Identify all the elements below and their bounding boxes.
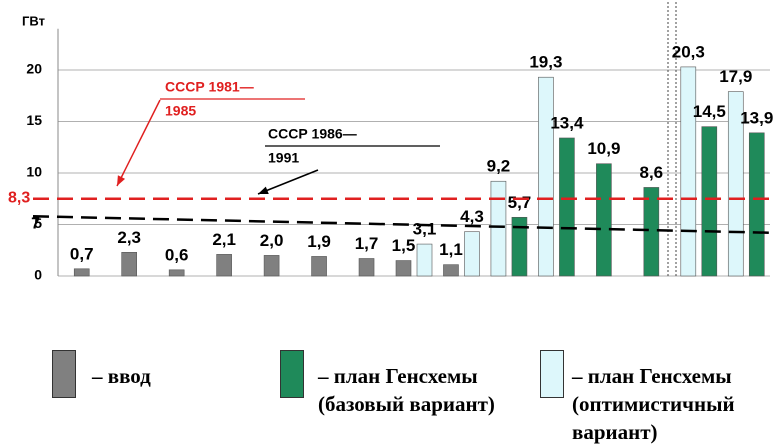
bar xyxy=(680,66,697,277)
annotation: 1991 xyxy=(268,150,299,166)
y-tick-label: 5 xyxy=(34,215,42,231)
y-tick-label: 20 xyxy=(26,61,42,77)
value-label: 10,9 xyxy=(587,139,620,158)
legend-text: план Генсхемы (базовый вариант) xyxy=(318,364,495,416)
value-label: 0,7 xyxy=(70,244,94,263)
value-label: 17,9 xyxy=(719,67,752,86)
bar xyxy=(596,163,612,277)
value-label: 3,1 xyxy=(413,220,437,239)
value-label: 13,9 xyxy=(740,108,773,127)
value-label: 1,1 xyxy=(439,240,463,259)
bar xyxy=(443,264,459,277)
legend-swatch xyxy=(52,350,76,398)
value-label: 1,5 xyxy=(392,236,416,255)
y-tick-label: 0 xyxy=(34,267,42,283)
legend-text: ввод xyxy=(107,364,151,388)
legend-label: – план Генсхемы (базовый вариант) xyxy=(318,364,495,416)
bar xyxy=(727,91,744,277)
value-label: 2,0 xyxy=(260,231,284,250)
value-label: 5,7 xyxy=(508,193,532,212)
value-label: 8,6 xyxy=(640,163,664,182)
value-label: 0,6 xyxy=(165,245,189,264)
reference-value: 7 xyxy=(31,216,40,233)
arrow-head xyxy=(117,175,126,186)
bar xyxy=(73,268,90,277)
bar xyxy=(358,258,375,277)
y-tick-label: 15 xyxy=(26,112,42,128)
bar xyxy=(701,126,718,277)
legend-label: – ввод xyxy=(92,364,151,388)
bar xyxy=(311,256,327,277)
value-label: 2,3 xyxy=(117,228,141,247)
legend-label: – план Генсхемы (оптимистичный вариант) xyxy=(572,364,735,444)
bar xyxy=(121,252,137,277)
value-label: 4,3 xyxy=(460,207,484,226)
value-label: 14,5 xyxy=(693,102,726,121)
bar xyxy=(643,187,660,277)
value-label: 1,9 xyxy=(307,232,331,251)
arrow-head xyxy=(258,186,269,194)
bar xyxy=(464,231,480,277)
annotation-arrow xyxy=(257,169,319,195)
reference-line xyxy=(32,215,771,234)
bar xyxy=(538,76,554,277)
value-label: 13,4 xyxy=(550,113,584,132)
bar xyxy=(395,260,412,277)
bar xyxy=(216,254,232,277)
bar xyxy=(416,243,433,277)
value-label: 19,3 xyxy=(529,53,562,72)
bar xyxy=(511,216,528,277)
legend-text: план Генсхемы (оптимистичный вариант) xyxy=(572,364,735,444)
legend-swatch xyxy=(280,350,304,398)
y-tick-label: 10 xyxy=(26,164,42,180)
bar xyxy=(490,180,507,277)
value-label: 2,1 xyxy=(212,230,236,249)
value-label: 20,3 xyxy=(672,42,705,61)
annotation: СССР 1981— xyxy=(165,79,254,95)
legend-swatch xyxy=(540,350,564,398)
bar xyxy=(168,269,185,277)
bar xyxy=(559,137,575,277)
annotation: 1985 xyxy=(165,103,196,119)
bar xyxy=(263,255,280,277)
reference-value: 8,3 xyxy=(8,190,30,207)
bar xyxy=(748,132,765,277)
value-label: 1,7 xyxy=(355,234,379,253)
annotation: СССР 1986— xyxy=(268,126,357,142)
value-label: 9,2 xyxy=(487,157,511,176)
annotation-arrow xyxy=(116,99,161,187)
y-label: ГВт xyxy=(22,13,45,28)
